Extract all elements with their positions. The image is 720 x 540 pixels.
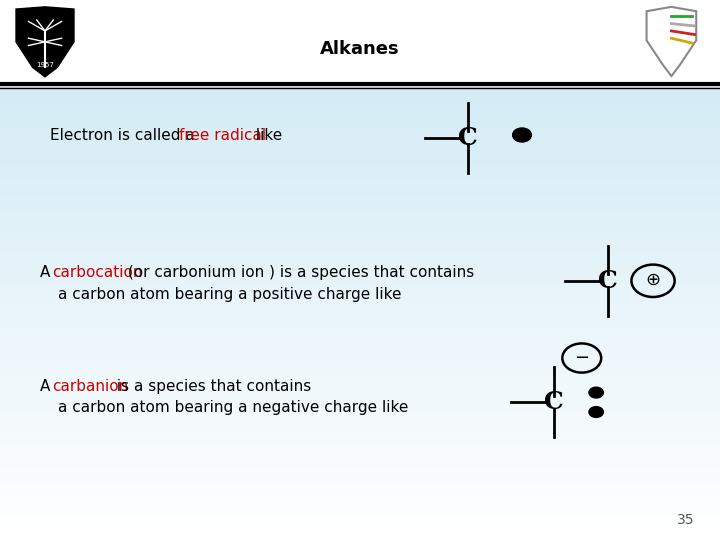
Circle shape — [589, 407, 603, 417]
Text: ⊕: ⊕ — [645, 271, 661, 289]
Circle shape — [513, 128, 531, 142]
Text: is a species that contains: is a species that contains — [112, 379, 311, 394]
Text: C: C — [544, 390, 564, 414]
Text: 35: 35 — [678, 512, 695, 526]
Text: Alkanes: Alkanes — [320, 39, 400, 58]
Text: (or carbonium ion ) is a species that contains: (or carbonium ion ) is a species that co… — [123, 265, 474, 280]
Text: like: like — [251, 127, 282, 143]
Circle shape — [589, 387, 603, 398]
Text: carbanion: carbanion — [53, 379, 129, 394]
Polygon shape — [16, 7, 74, 77]
Text: C: C — [458, 126, 478, 150]
Text: a carbon atom bearing a positive charge like: a carbon atom bearing a positive charge … — [58, 287, 401, 302]
Text: −: − — [574, 349, 590, 367]
Text: A: A — [40, 265, 55, 280]
Text: C: C — [598, 269, 618, 293]
Text: Electron is called a: Electron is called a — [50, 127, 200, 143]
Text: 1957: 1957 — [36, 62, 54, 68]
Text: A: A — [40, 379, 55, 394]
Text: carbocation: carbocation — [53, 265, 143, 280]
Text: free radical: free radical — [179, 127, 266, 143]
Bar — [0, 0, 720, 84]
Text: a carbon atom bearing a negative charge like: a carbon atom bearing a negative charge … — [58, 400, 408, 415]
